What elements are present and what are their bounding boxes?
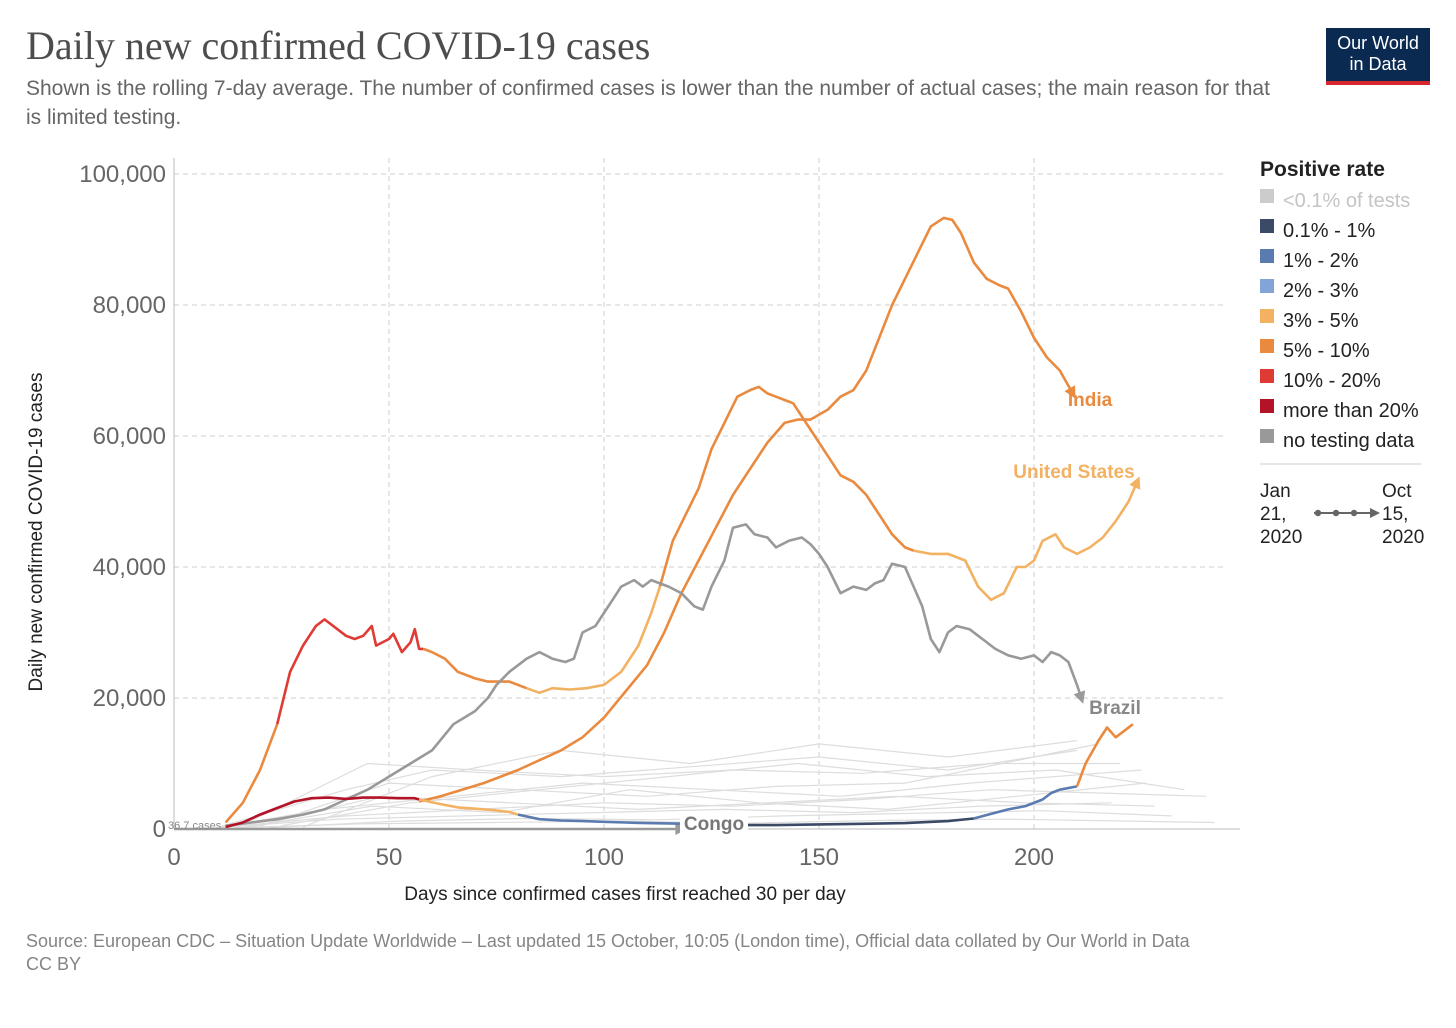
- series-line-segment: [913, 481, 1139, 602]
- legend: Positive rate <0.1% of tests 0.1% - 1% 1% …: [1260, 158, 1424, 548]
- series-line-segment: [422, 647, 528, 690]
- series-line-segment: [275, 618, 424, 725]
- series-line-segment: [1075, 723, 1134, 787]
- legend-swatch: [1260, 279, 1274, 293]
- series-label: United States: [1013, 462, 1134, 483]
- legend-label: 10% - 20%: [1283, 370, 1381, 392]
- series-label-background: [680, 813, 748, 833]
- legend-label: more than 20%: [1283, 400, 1419, 422]
- series-label: Congo: [684, 814, 744, 835]
- logo-line-1: Our World: [1337, 33, 1419, 53]
- series-labels: United States India Brazil Congo: [680, 390, 1141, 835]
- timeline-dot: [1314, 509, 1322, 517]
- background-country-line: [281, 762, 1185, 827]
- y-tick-label: 80,000: [93, 292, 166, 319]
- series-line-segment: [517, 813, 691, 826]
- series-arrow: [1073, 690, 1086, 704]
- background-country-line: [242, 782, 1146, 829]
- owid-logo[interactable]: Our World in Data: [1326, 28, 1430, 85]
- background-country-line: [238, 762, 1120, 828]
- legend-swatch: [1260, 219, 1274, 233]
- x-tick-label: 100: [584, 844, 624, 871]
- legend-label: 2% - 3%: [1283, 280, 1359, 302]
- timeline-end-label: 15,: [1382, 504, 1408, 525]
- logo-line-2: in Data: [1349, 54, 1407, 74]
- series-line-segment: [225, 796, 420, 829]
- background-country-line: [216, 769, 1142, 829]
- x-axis: 0 50 100 150 200: [167, 844, 1054, 871]
- license-note: CC BY: [26, 954, 82, 974]
- timeline-start-label: 2020: [1260, 527, 1302, 548]
- chart-subtitle: Shown is the rolling 7-day average. The …: [26, 77, 1270, 129]
- x-tick-label: 150: [799, 844, 839, 871]
- series-lines: [174, 216, 1141, 835]
- background-country-line: [208, 802, 1112, 829]
- legend-label: no testing data: [1283, 430, 1415, 452]
- series-line-segment: [973, 785, 1078, 820]
- series-arrow: [1064, 385, 1076, 399]
- legend-label: 0.1% - 1%: [1283, 220, 1375, 242]
- y-tick-label: 40,000: [93, 554, 166, 581]
- series-line-segment: [224, 723, 279, 824]
- timeline-start-label: 21,: [1260, 504, 1286, 525]
- series-label: Brazil: [1089, 698, 1141, 719]
- timeline-start-label: Jan: [1260, 481, 1291, 502]
- y-tick-label: 20,000: [93, 685, 166, 712]
- footer: Source: European CDC – Situation Update …: [26, 930, 1406, 976]
- x-tick-label: 50: [376, 844, 403, 871]
- series-line-segment: [225, 523, 1083, 827]
- x-axis-label: Days since confirmed cases first reached…: [404, 884, 846, 905]
- legend-title: Positive rate: [1260, 158, 1385, 181]
- background-country-line: [225, 789, 1207, 828]
- start-annotation: 36.7 cases: [168, 820, 222, 832]
- timeline-end-label: Oct: [1382, 481, 1412, 502]
- y-tick-label: 60,000: [93, 423, 166, 450]
- y-tick-label: 100,000: [79, 161, 166, 188]
- legend-swatch: [1260, 339, 1274, 353]
- series-line-segment: [418, 798, 519, 816]
- line-chart: 0 20,000 40,000 60,000 80,000 100,000 0 50 100 1…: [26, 158, 1424, 905]
- background-country-line: [259, 743, 1099, 827]
- legend-label: <0.1% of tests: [1283, 190, 1410, 212]
- series-label: India: [1068, 390, 1113, 411]
- legend-label: 1% - 2%: [1283, 250, 1359, 272]
- x-tick-label: 200: [1014, 844, 1054, 871]
- legend-swatch: [1260, 399, 1274, 413]
- timeline-end-label: 2020: [1382, 527, 1424, 548]
- legend-label: 5% - 10%: [1283, 340, 1370, 362]
- grid-lines: [173, 158, 1240, 830]
- series-line-segment: [418, 216, 1074, 803]
- x-tick-label: 0: [167, 844, 180, 871]
- chart-title: Daily new confirmed COVID-19 cases: [26, 23, 651, 68]
- y-axis: 0 20,000 40,000 60,000 80,000 100,000: [79, 161, 166, 843]
- series-arrow: [1129, 476, 1141, 490]
- legend-swatch: [1260, 429, 1274, 443]
- timeline-dot: [1350, 509, 1358, 517]
- legend-swatch: [1260, 189, 1274, 203]
- series-line-segment: [658, 385, 915, 587]
- legend-items: <0.1% of tests 0.1% - 1% 1% - 2% 2% - 3% 3% …: [1260, 189, 1419, 452]
- legend-swatch: [1260, 369, 1274, 383]
- timeline-arrow: [1370, 508, 1380, 518]
- legend-swatch: [1260, 309, 1274, 323]
- timeline-dot: [1332, 509, 1340, 517]
- y-tick-label: 0: [153, 816, 166, 843]
- legend-swatch: [1260, 249, 1274, 263]
- background-country-line: [302, 740, 1078, 828]
- legend-label: 3% - 5%: [1283, 310, 1359, 332]
- source-note: Source: European CDC – Situation Update …: [26, 931, 1190, 951]
- y-axis-label: Daily new confirmed COVID-19 cases: [26, 373, 47, 692]
- series-line-segment: [526, 586, 662, 695]
